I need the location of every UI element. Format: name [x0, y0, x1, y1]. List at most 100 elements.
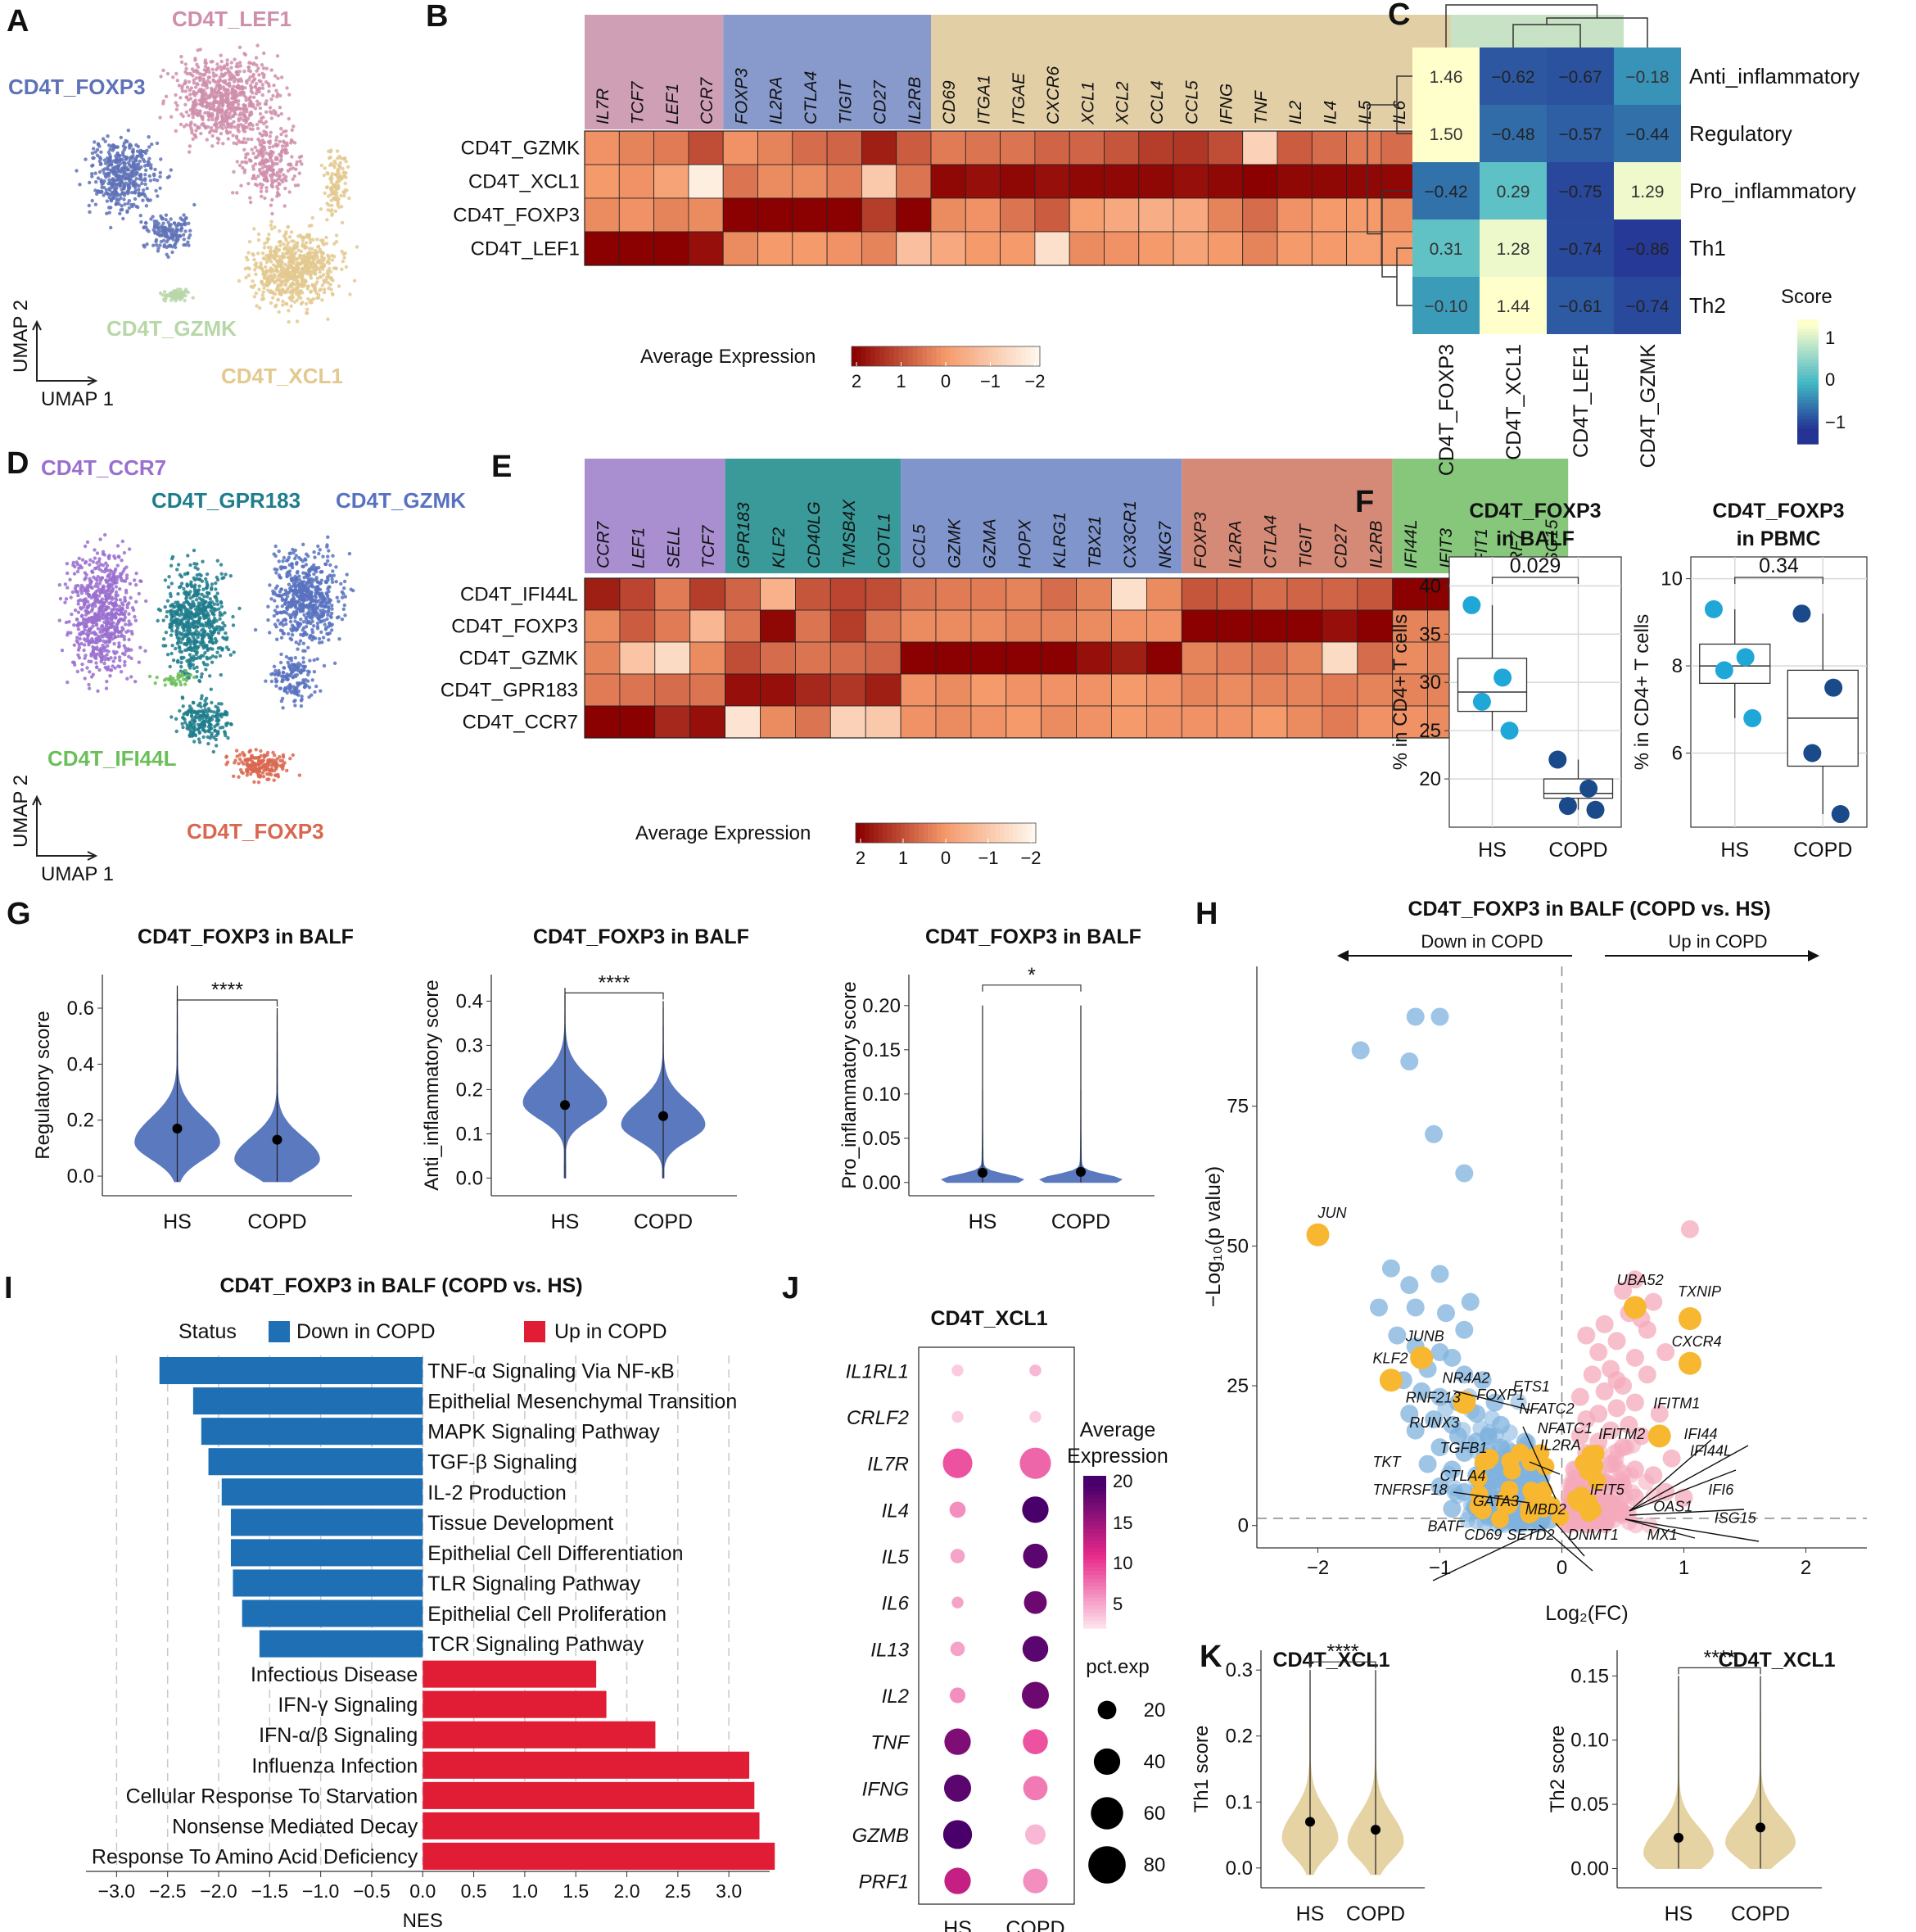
umap-cell-point	[273, 599, 277, 603]
umap-cell-point	[168, 664, 172, 669]
gene-label: CCL4	[1148, 80, 1167, 124]
umap-cell-point	[288, 682, 292, 687]
umap-cell-point	[239, 123, 243, 127]
umap-cell-point	[202, 704, 207, 708]
umap-cell-point	[221, 85, 226, 89]
umap-cell-point	[220, 114, 224, 118]
umap-cell-point	[163, 605, 167, 609]
umap-cell-point	[290, 293, 294, 297]
umap-cell-point	[319, 287, 323, 292]
umap-cell-point	[161, 238, 166, 242]
umap-cell-point	[270, 185, 275, 189]
heatmap-cell	[1104, 130, 1140, 165]
umap-cell-point	[112, 144, 117, 148]
umap-cell-point	[192, 202, 197, 207]
umap-cell-point	[337, 284, 341, 288]
umap-cell-point	[158, 115, 162, 120]
umap-cell-point	[275, 264, 280, 268]
umap-cell-point	[144, 599, 148, 604]
umap-cell-point	[302, 253, 306, 258]
umap-cell-point	[322, 604, 327, 609]
umap-cell-point	[272, 263, 276, 267]
umap-cell-point	[326, 281, 330, 285]
umap-cell-point	[178, 287, 183, 292]
umap-cell-point	[276, 618, 280, 622]
umap-cell-point	[264, 66, 269, 70]
umap-cell-point	[258, 305, 262, 310]
umap-cell-point	[248, 200, 253, 205]
umap-cell-point	[243, 267, 247, 271]
umap-cell-point	[211, 749, 215, 754]
umap-cell-point	[76, 602, 80, 606]
umap-cell-point	[75, 590, 79, 594]
umap-cell-point	[219, 120, 224, 124]
heatmap-cell	[1346, 130, 1382, 165]
umap-cell-point	[182, 628, 186, 633]
umap-cell-point	[127, 637, 131, 642]
umap-cell-point	[284, 622, 288, 627]
umap-cell-point	[336, 187, 340, 191]
umap-cell-point	[250, 147, 254, 152]
umap-cell-point	[250, 137, 254, 142]
umap-cell-point	[317, 616, 322, 620]
umap-cell-point	[188, 642, 192, 646]
umap-cell-point	[251, 279, 255, 283]
cluster-label: CD4T_LEF1	[172, 7, 291, 31]
umap-cell-point	[229, 722, 233, 726]
umap-cell-point	[203, 91, 208, 95]
umap-cell-point	[216, 730, 220, 734]
umap-cell-point	[189, 72, 193, 76]
heatmap-cell	[826, 197, 862, 233]
umap-cell-point	[76, 653, 80, 658]
umap-cell-point	[281, 559, 285, 563]
umap-cell-point	[112, 166, 116, 170]
heatmap-cell	[861, 164, 897, 199]
umap-cell-point	[289, 230, 294, 234]
umap-cell-point	[218, 610, 222, 615]
umap-cell-point	[249, 159, 253, 163]
umap-cell-point	[215, 126, 219, 130]
umap-cell-point	[205, 96, 210, 101]
umap-cell-point	[199, 654, 203, 658]
umap-cell-point	[94, 622, 99, 627]
umap-cell-point	[225, 63, 229, 67]
umap-cell-point	[108, 674, 112, 678]
umap-cell-point	[259, 150, 263, 155]
umap-cell-point	[161, 618, 165, 622]
umap-cell-point	[88, 640, 93, 645]
umap-cell-point	[130, 606, 135, 610]
umap-cell-point	[214, 129, 219, 133]
umap-cell-point	[279, 111, 283, 116]
umap-cell-point	[248, 758, 252, 762]
umap-cell-point	[301, 641, 305, 645]
umap-cell-point	[299, 632, 303, 637]
panel-letter: A	[7, 4, 29, 38]
umap-cell-point	[119, 670, 124, 674]
heatmap-cell	[826, 130, 862, 165]
umap-cell-point	[188, 97, 193, 101]
umap-cell-point	[169, 618, 174, 622]
umap-cell-point	[230, 101, 234, 105]
umap-cell-point	[80, 613, 84, 618]
umap-cell-point	[305, 575, 310, 580]
umap-cell-point	[328, 563, 332, 568]
umap-cell-point	[84, 622, 88, 627]
umap-cell-point	[284, 133, 288, 138]
umap-cell-point	[181, 233, 186, 237]
umap-cell-point	[311, 613, 315, 617]
umap-cell-point	[274, 625, 278, 629]
umap-cell-point	[297, 171, 301, 175]
umap-cell-point	[64, 620, 69, 625]
umap-cell-point	[208, 597, 212, 601]
umap-cell-point	[84, 618, 89, 623]
umap-cell-point	[214, 73, 219, 78]
umap-cell-point	[323, 287, 327, 292]
umap-cell-point	[149, 166, 153, 170]
umap-cell-point	[281, 706, 285, 710]
umap-cell-point	[300, 592, 304, 597]
umap-cell-point	[174, 71, 178, 76]
umap-cell-point	[164, 644, 168, 648]
umap-cell-point	[340, 220, 345, 225]
umap-cell-point	[314, 283, 318, 287]
